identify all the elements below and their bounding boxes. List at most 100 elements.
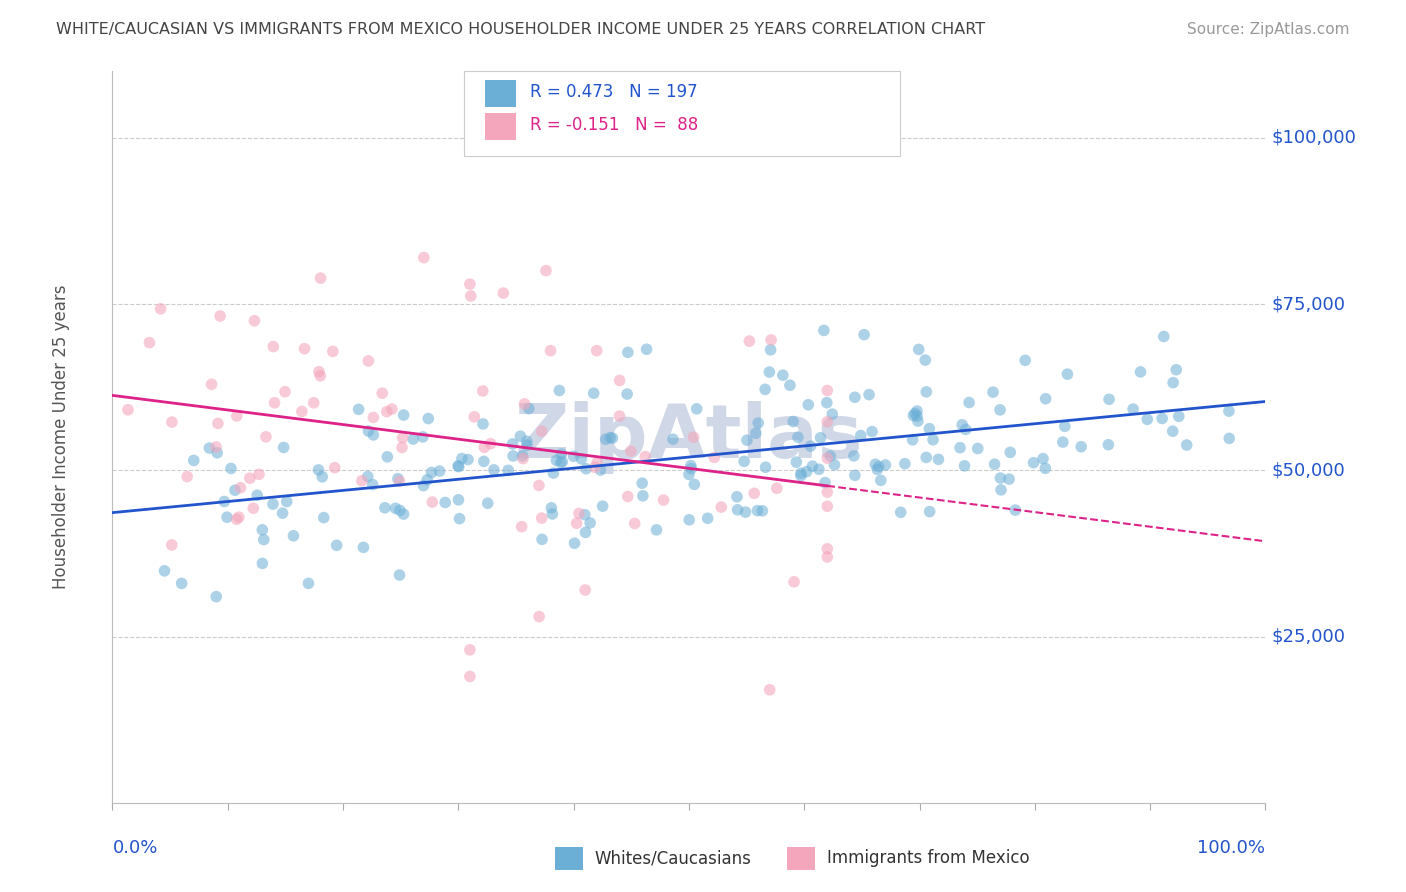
Point (875, 458, 897, 472)
Point (755, 460, 778, 475)
Point (451, 451, 474, 466)
Point (474, 440, 496, 454)
Point (291, 404, 314, 418)
Point (447, 492, 470, 507)
Point (815, 541, 838, 556)
Point (412, 478, 434, 492)
Point (754, 383, 776, 397)
Point (530, 424, 553, 438)
Point (579, 516, 602, 530)
Point (725, 490, 748, 504)
Point (205, 590, 228, 604)
Point (262, 340, 284, 354)
Point (783, 574, 806, 589)
Point (176, 469, 198, 483)
Point (585, 343, 607, 358)
Point (375, 450, 398, 464)
Point (198, 441, 221, 455)
Point (772, 368, 794, 383)
Point (325, 538, 347, 552)
Point (513, 397, 536, 411)
Point (983, 457, 1005, 471)
Point (790, 468, 813, 483)
Point (844, 390, 866, 404)
Point (540, 500, 562, 515)
Point (815, 384, 838, 398)
Point (447, 459, 470, 474)
Point (821, 407, 844, 421)
Point (678, 467, 700, 482)
Point (387, 472, 409, 486)
Point (1161, 376, 1184, 390)
Point (583, 460, 606, 475)
Point (1004, 503, 1026, 517)
Point (1218, 404, 1240, 418)
Point (894, 457, 917, 471)
Point (509, 429, 531, 443)
Point (631, 476, 654, 491)
Point (797, 398, 820, 412)
Point (678, 513, 700, 527)
Point (617, 345, 640, 359)
Point (815, 415, 838, 429)
Point (990, 471, 1012, 485)
Point (922, 433, 945, 447)
Point (1032, 451, 1054, 466)
Point (759, 333, 782, 347)
Point (681, 461, 703, 475)
Point (516, 434, 538, 449)
Point (616, 490, 638, 504)
Point (434, 495, 457, 509)
Point (914, 353, 936, 368)
Point (574, 508, 596, 522)
Point (751, 504, 773, 518)
Point (207, 417, 229, 431)
Point (568, 507, 591, 521)
Point (384, 501, 406, 516)
Text: Source: ZipAtlas.com: Source: ZipAtlas.com (1187, 22, 1350, 37)
Point (602, 431, 624, 445)
Point (950, 417, 973, 432)
Point (416, 473, 439, 487)
Point (915, 450, 938, 465)
Point (228, 510, 250, 524)
Point (735, 433, 758, 447)
Text: ZipAtlas: ZipAtlas (515, 401, 863, 474)
Point (1136, 412, 1159, 426)
Point (609, 409, 631, 424)
Point (1175, 438, 1198, 452)
Point (1097, 438, 1119, 452)
Point (471, 384, 494, 398)
Point (1161, 424, 1184, 438)
Point (918, 422, 941, 436)
Point (391, 431, 413, 445)
Point (1022, 456, 1045, 470)
Text: R = 0.473   N = 197: R = 0.473 N = 197 (530, 83, 697, 101)
Point (352, 541, 374, 555)
Point (323, 460, 346, 475)
Point (363, 410, 385, 425)
Point (589, 463, 612, 477)
Point (759, 343, 782, 357)
Point (842, 449, 865, 463)
Point (1167, 409, 1189, 424)
Point (371, 386, 394, 401)
Point (496, 463, 519, 477)
Point (815, 549, 838, 564)
Point (981, 385, 1004, 400)
Point (905, 404, 928, 418)
Point (1070, 440, 1092, 454)
Point (412, 430, 434, 444)
Point (551, 455, 574, 469)
Point (824, 458, 846, 472)
Point (1035, 392, 1057, 406)
Point (779, 378, 801, 392)
Point (1000, 445, 1022, 459)
Point (565, 516, 588, 531)
Point (243, 314, 266, 328)
Point (745, 426, 768, 441)
Point (1056, 367, 1078, 381)
Point (160, 538, 183, 552)
Point (790, 466, 813, 480)
Point (460, 289, 482, 303)
